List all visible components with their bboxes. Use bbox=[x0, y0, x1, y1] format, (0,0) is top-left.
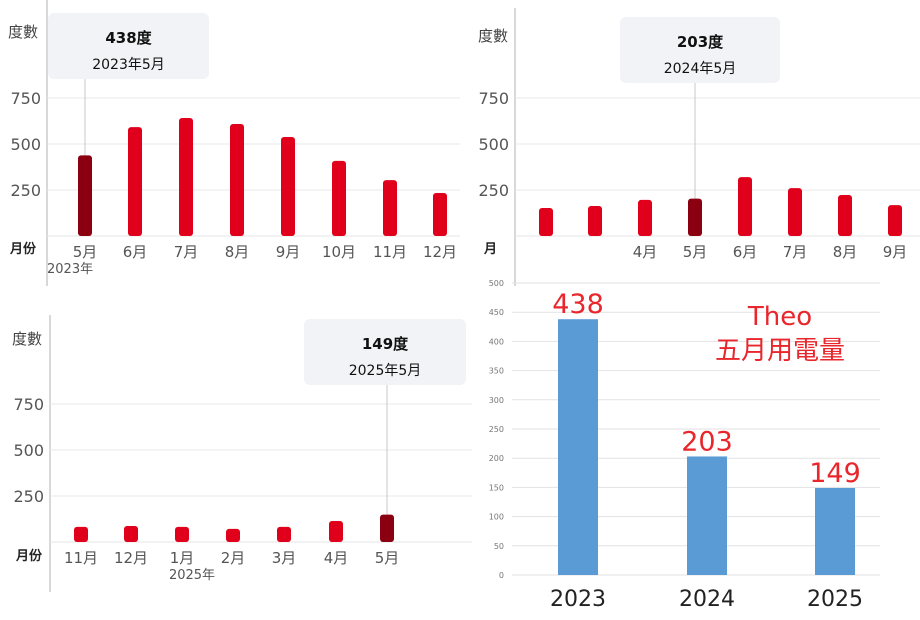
y-tick-label: 0 bbox=[499, 571, 504, 580]
x-tick-label: 12月 bbox=[423, 243, 457, 261]
tooltip-2024: 203度 2024年5月 bbox=[620, 17, 780, 83]
y-tick-label: 250 bbox=[489, 425, 504, 434]
tooltip-value: 203度 bbox=[676, 33, 724, 51]
tooltip-date: 2023年5月 bbox=[92, 57, 165, 73]
bar-9月 bbox=[281, 137, 295, 236]
tooltip-2023: 438度 2023年5月 bbox=[48, 13, 209, 79]
x-tick-label: 8月 bbox=[833, 243, 858, 261]
x-sublabel: 2025年 bbox=[169, 568, 215, 583]
x-tick-label: 5月 bbox=[683, 243, 708, 261]
x-tick-label: 6月 bbox=[123, 243, 148, 261]
y-tick-label: 750 bbox=[10, 89, 41, 108]
x-tick-label: 11月 bbox=[373, 243, 407, 261]
bar-12月 bbox=[433, 192, 447, 236]
x-axis-title: 月份 bbox=[9, 241, 37, 257]
y-tick-label: 250 bbox=[10, 181, 41, 200]
bar-4月 bbox=[638, 199, 652, 236]
y-tick-label: 500 bbox=[13, 441, 44, 460]
bar-1月 bbox=[175, 526, 189, 542]
x-tick-label: 4月 bbox=[633, 243, 658, 261]
x-tick-label: 5月 bbox=[375, 549, 400, 567]
x-tick-label: 7月 bbox=[174, 243, 199, 261]
y-tick-label: 400 bbox=[489, 337, 504, 346]
bar-8月 bbox=[230, 123, 244, 236]
bar-10月 bbox=[332, 160, 346, 236]
x-tick-label: 12月 bbox=[114, 549, 148, 567]
bar-month-0 bbox=[539, 208, 553, 236]
bar-2024 bbox=[687, 456, 727, 575]
x-tick-label: 9月 bbox=[883, 243, 908, 261]
title-text: Theo bbox=[747, 302, 813, 332]
bar-3月 bbox=[277, 526, 291, 542]
bar-11月 bbox=[383, 180, 397, 236]
bar-11月 bbox=[74, 526, 88, 542]
data-label: 438 bbox=[552, 289, 604, 320]
bar-month-1 bbox=[588, 206, 602, 236]
y-tick-label: 150 bbox=[489, 483, 504, 492]
x-tick-label: 8月 bbox=[225, 243, 250, 261]
x-tick-label: 10月 bbox=[322, 243, 356, 261]
x-tick-label: 2023 bbox=[550, 587, 606, 612]
bar-8月 bbox=[838, 194, 852, 236]
y-tick-label: 350 bbox=[489, 367, 504, 376]
data-label: 203 bbox=[681, 426, 733, 457]
bar-5月 bbox=[688, 198, 702, 236]
x-sublabel: 2023年 bbox=[47, 262, 93, 277]
y-tick-label: 500 bbox=[478, 135, 509, 154]
subtitle-text: 五月用電量 bbox=[714, 336, 845, 366]
x-tick-label: 2024 bbox=[679, 587, 735, 612]
bar-4月 bbox=[329, 521, 343, 542]
x-axis-title: 月份 bbox=[15, 548, 43, 564]
x-tick-label: 11月 bbox=[64, 549, 98, 567]
bar-12月 bbox=[124, 525, 138, 542]
y-tick-label: 200 bbox=[489, 454, 504, 463]
bar-5月 bbox=[78, 155, 92, 236]
bar-2月 bbox=[226, 528, 240, 542]
bar-9月 bbox=[888, 205, 902, 236]
y-tick-label: 450 bbox=[489, 308, 504, 317]
x-tick-label: 1月 bbox=[170, 549, 195, 567]
tooltip-date: 2025年5月 bbox=[348, 363, 422, 379]
x-tick-label: 5月 bbox=[73, 243, 98, 261]
y-tick-label: 500 bbox=[489, 279, 504, 288]
summary-title: Theo 五月用電量 bbox=[680, 300, 880, 368]
y-tick-label: 750 bbox=[13, 395, 44, 414]
bar-2025 bbox=[815, 487, 855, 575]
bar-6月 bbox=[738, 177, 752, 236]
y-tick-label: 250 bbox=[478, 181, 509, 200]
bar-7月 bbox=[788, 188, 802, 236]
y-tick-label: 250 bbox=[13, 487, 44, 506]
y-tick-label: 300 bbox=[489, 396, 504, 405]
y-tick-label: 500 bbox=[10, 135, 41, 154]
bar-2023 bbox=[558, 319, 598, 575]
x-tick-label: 2月 bbox=[221, 549, 246, 567]
x-tick-label: 4月 bbox=[324, 549, 349, 567]
bar-5月 bbox=[380, 514, 394, 542]
x-tick-label: 6月 bbox=[733, 243, 758, 261]
x-tick-label: 9月 bbox=[276, 243, 301, 261]
x-tick-label: 2025 bbox=[807, 587, 863, 612]
y-tick-label: 750 bbox=[478, 89, 509, 108]
y-axis-title: 度數 bbox=[12, 330, 42, 348]
y-axis-title: 度數 bbox=[478, 27, 508, 45]
y-tick-label: 50 bbox=[494, 542, 504, 551]
x-tick-label: 3月 bbox=[272, 549, 297, 567]
bar-7月 bbox=[179, 118, 193, 236]
tooltip-value: 149度 bbox=[361, 335, 409, 353]
tooltip-value: 438度 bbox=[105, 29, 152, 47]
data-label: 149 bbox=[809, 458, 861, 489]
tooltip-2025: 149度 2025年5月 bbox=[304, 319, 466, 385]
x-axis-title: 月 bbox=[483, 242, 497, 257]
y-tick-label: 100 bbox=[489, 513, 504, 522]
x-tick-label: 7月 bbox=[783, 243, 808, 261]
bar-6月 bbox=[128, 127, 142, 236]
tooltip-date: 2024年5月 bbox=[663, 61, 737, 77]
y-axis-title: 度數 bbox=[8, 23, 38, 41]
